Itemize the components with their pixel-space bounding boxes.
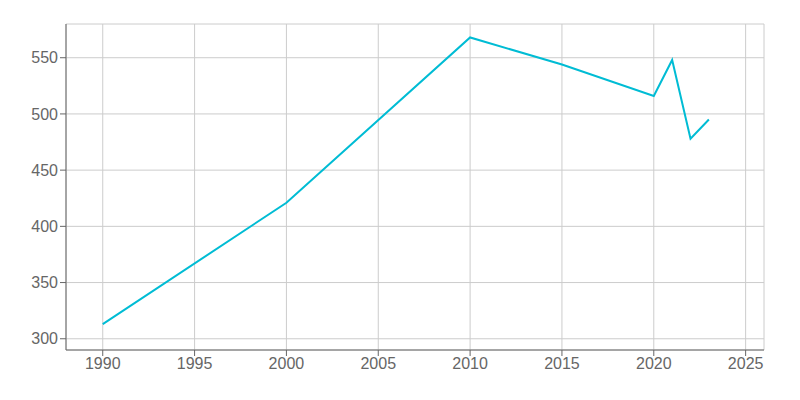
svg-text:2010: 2010 [452, 355, 488, 372]
svg-text:2015: 2015 [544, 355, 580, 372]
svg-text:500: 500 [31, 106, 58, 123]
svg-text:450: 450 [31, 162, 58, 179]
svg-text:2000: 2000 [269, 355, 305, 372]
svg-text:1990: 1990 [85, 355, 121, 372]
svg-text:2020: 2020 [636, 355, 672, 372]
svg-text:1995: 1995 [177, 355, 213, 372]
svg-text:2025: 2025 [728, 355, 764, 372]
svg-text:2005: 2005 [360, 355, 396, 372]
svg-text:300: 300 [31, 330, 58, 347]
svg-text:550: 550 [31, 49, 58, 66]
svg-text:350: 350 [31, 274, 58, 291]
svg-text:400: 400 [31, 218, 58, 235]
